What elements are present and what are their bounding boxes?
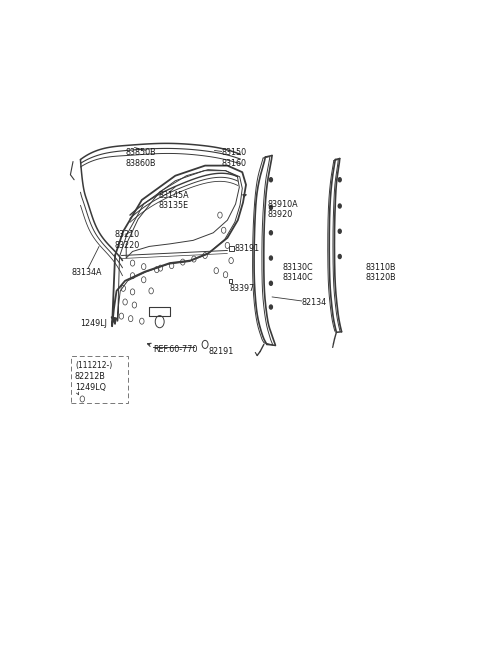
Circle shape <box>269 281 273 285</box>
Text: 83210
83220: 83210 83220 <box>115 230 140 250</box>
Circle shape <box>269 231 273 235</box>
Circle shape <box>269 205 273 209</box>
Circle shape <box>269 178 273 182</box>
Circle shape <box>269 256 273 260</box>
Text: 83397: 83397 <box>229 284 254 293</box>
Text: 82134: 82134 <box>302 298 327 307</box>
Text: 82191: 82191 <box>209 348 234 356</box>
Text: 83910A
83920: 83910A 83920 <box>267 200 298 219</box>
Bar <box>229 247 234 251</box>
Circle shape <box>338 229 341 234</box>
Text: 1249LJ: 1249LJ <box>81 319 108 328</box>
Circle shape <box>338 255 341 258</box>
Text: 83130C
83140C: 83130C 83140C <box>282 262 313 282</box>
Text: 83145A
83135E: 83145A 83135E <box>158 191 189 211</box>
Polygon shape <box>111 317 117 324</box>
Circle shape <box>338 204 341 208</box>
Text: 83850B
83860B: 83850B 83860B <box>125 148 156 168</box>
Text: REF.60-770: REF.60-770 <box>153 346 197 354</box>
Text: 83134A: 83134A <box>71 268 102 277</box>
Circle shape <box>269 305 273 309</box>
Text: 1249LQ: 1249LQ <box>75 383 106 392</box>
Text: 83191: 83191 <box>234 245 259 253</box>
Text: 83150
83160: 83150 83160 <box>222 148 247 168</box>
Text: (111212-): (111212-) <box>75 361 112 369</box>
Text: 83110B
83120B: 83110B 83120B <box>365 262 396 282</box>
Bar <box>228 279 232 283</box>
Circle shape <box>338 178 341 182</box>
Text: 82212B: 82212B <box>75 372 106 380</box>
